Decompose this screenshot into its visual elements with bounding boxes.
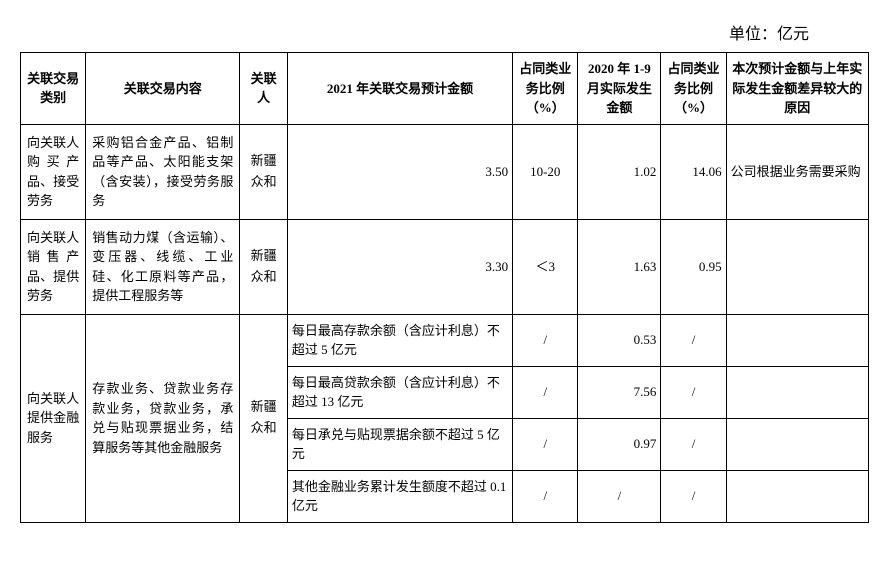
header-category: 关联交易类别 (21, 53, 86, 125)
cell-pct2: / (661, 470, 726, 522)
unit-label: 单位：亿元 (20, 20, 869, 44)
cell-reason: 公司根据业务需要采购 (726, 124, 868, 219)
cell-party: 新疆众和 (240, 124, 287, 219)
cell-pct2: / (661, 366, 726, 418)
cell-category: 向关联人销售产品、提供劳务 (21, 219, 86, 314)
cell-pct1: / (513, 418, 578, 470)
table-row: 向关联人销售产品、提供劳务 销售动力煤（含运输）、变压器、线缆、工业硅、化工原料… (21, 219, 869, 314)
cell-actual: 1.63 (578, 219, 661, 314)
cell-estimate: 每日最高存款余额（含应计利息）不超过 5 亿元 (287, 314, 512, 366)
header-party: 关联人 (240, 53, 287, 125)
cell-party: 新疆众和 (240, 219, 287, 314)
cell-actual: 0.53 (578, 314, 661, 366)
cell-pct2: 0.95 (661, 219, 726, 314)
cell-actual: / (578, 470, 661, 522)
cell-pct1: ＜3 (513, 219, 578, 314)
cell-category: 向关联人购买产品、接受劳务 (21, 124, 86, 219)
cell-pct1: 10-20 (513, 124, 578, 219)
transaction-table: 关联交易类别 关联交易内容 关联人 2021 年关联交易预计金额 占同类业务比例… (20, 52, 869, 523)
cell-estimate: 3.30 (287, 219, 512, 314)
cell-pct2: / (661, 418, 726, 470)
cell-pct1: / (513, 314, 578, 366)
cell-pct1: / (513, 366, 578, 418)
header-actual: 2020 年 1-9 月实际发生金额 (578, 53, 661, 125)
cell-pct1: / (513, 470, 578, 522)
cell-pct2: / (661, 314, 726, 366)
cell-category: 向关联人提供金融服务 (21, 314, 86, 522)
cell-reason (726, 219, 868, 314)
cell-estimate: 每日承兑与贴现票据余额不超过 5 亿元 (287, 418, 512, 470)
cell-estimate: 其他金融业务累计发生额度不超过 0.1 亿元 (287, 470, 512, 522)
table-row: 向关联人提供金融服务 存款业务、贷款业务存款业务，贷款业务，承兑与贴现票据业务，… (21, 314, 869, 366)
header-estimate: 2021 年关联交易预计金额 (287, 53, 512, 125)
header-row: 关联交易类别 关联交易内容 关联人 2021 年关联交易预计金额 占同类业务比例… (21, 53, 869, 125)
cell-party: 新疆众和 (240, 314, 287, 522)
cell-reason (726, 366, 868, 418)
cell-content: 采购铝合金产品、铝制品等产品、太阳能支架（含安装），接受劳务服务 (86, 124, 240, 219)
cell-reason (726, 418, 868, 470)
table-row: 向关联人购买产品、接受劳务 采购铝合金产品、铝制品等产品、太阳能支架（含安装），… (21, 124, 869, 219)
cell-reason (726, 470, 868, 522)
cell-actual: 0.97 (578, 418, 661, 470)
cell-actual: 7.56 (578, 366, 661, 418)
cell-estimate: 3.50 (287, 124, 512, 219)
cell-content: 销售动力煤（含运输）、变压器、线缆、工业硅、化工原料等产品，提供工程服务等 (86, 219, 240, 314)
cell-estimate: 每日最高贷款余额（含应计利息）不超过 13 亿元 (287, 366, 512, 418)
header-pct1: 占同类业务比例（%） (513, 53, 578, 125)
header-content: 关联交易内容 (86, 53, 240, 125)
header-pct2: 占同类业务比例（%） (661, 53, 726, 125)
cell-reason (726, 314, 868, 366)
header-reason: 本次预计金额与上年实际发生金额差异较大的原因 (726, 53, 868, 125)
cell-actual: 1.02 (578, 124, 661, 219)
cell-content: 存款业务、贷款业务存款业务，贷款业务，承兑与贴现票据业务，结算服务等其他金融服务 (86, 314, 240, 522)
cell-pct2: 14.06 (661, 124, 726, 219)
